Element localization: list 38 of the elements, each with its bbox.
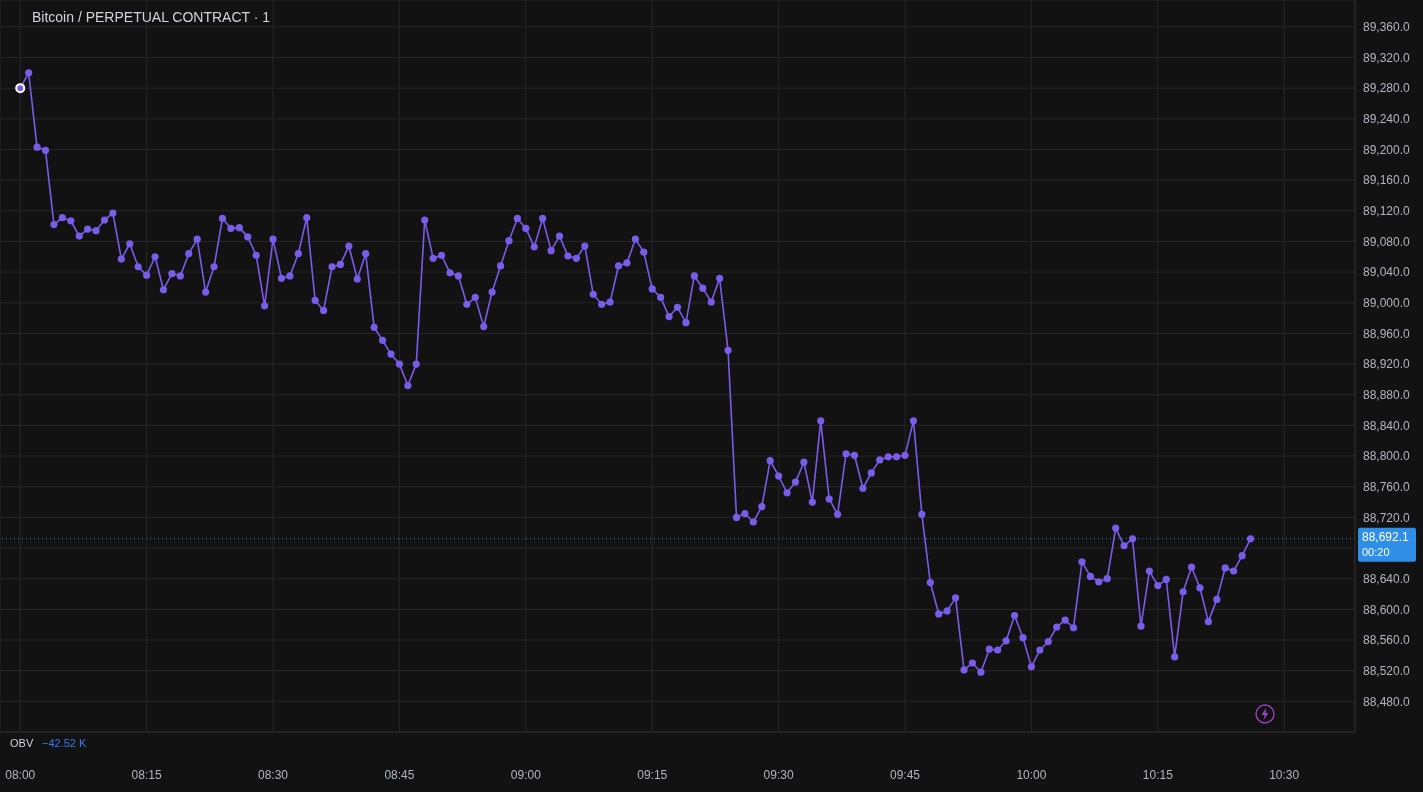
y-tick-label: 88,800.0 xyxy=(1363,449,1411,464)
y-tick-label: 88,600.0 xyxy=(1363,602,1411,617)
y-tick-label: 88,640.0 xyxy=(1363,571,1411,586)
x-tick-label: 09:45 xyxy=(890,767,921,782)
y-tick-label: 88,960.0 xyxy=(1363,326,1411,341)
y-tick-label: 88,880.0 xyxy=(1363,388,1411,402)
x-tick-label: 10:15 xyxy=(1142,767,1174,782)
y-tick-label: 89,040.0 xyxy=(1363,265,1411,280)
y-tick-label: 88,760.0 xyxy=(1363,479,1411,494)
text: Bitcoin / PERPETUAL CONTRACT · 1 xyxy=(32,9,271,25)
y-tick-label: 89,080.0 xyxy=(1363,234,1411,249)
x-tick-label: 09:30 xyxy=(763,767,794,782)
text: −42.52 K xyxy=(42,737,87,749)
x-tick-label: 08:15 xyxy=(131,767,162,782)
y-tick-label: 88,520.0 xyxy=(1363,663,1411,678)
y-tick-label: 88,480.0 xyxy=(1363,694,1411,709)
y-tick-label: 89,240.0 xyxy=(1363,112,1411,127)
y-tick-label: 89,360.0 xyxy=(1363,20,1411,35)
y-tick-label: 89,280.0 xyxy=(1363,81,1411,96)
x-tick-label: 09:15 xyxy=(637,767,668,782)
text: 00:20 xyxy=(1362,546,1390,558)
x-tick-label: 09:00 xyxy=(510,767,542,782)
y-tick-label: 89,000.0 xyxy=(1363,296,1411,311)
text: OBV xyxy=(10,737,34,749)
x-tick-label: 10:00 xyxy=(1016,767,1047,782)
y-tick-label: 89,320.0 xyxy=(1363,50,1411,65)
y-tick-label: 89,200.0 xyxy=(1363,142,1411,157)
ref-line-label: 88,692.1 xyxy=(1362,529,1410,544)
y-tick-label: 88,720.0 xyxy=(1363,510,1411,525)
x-tick-label: 08:30 xyxy=(258,767,289,782)
y-tick-label: 89,160.0 xyxy=(1363,173,1411,188)
y-tick-label: 88,920.0 xyxy=(1363,357,1411,372)
y-tick-label: 88,840.0 xyxy=(1363,418,1411,433)
y-tick-label: 88,560.0 xyxy=(1363,633,1411,648)
y-tick-label: 89,120.0 xyxy=(1363,204,1411,219)
x-tick-label: 08:45 xyxy=(384,767,415,782)
x-tick-label: 08:00 xyxy=(5,767,36,782)
x-tick-label: 10:30 xyxy=(1269,767,1300,782)
